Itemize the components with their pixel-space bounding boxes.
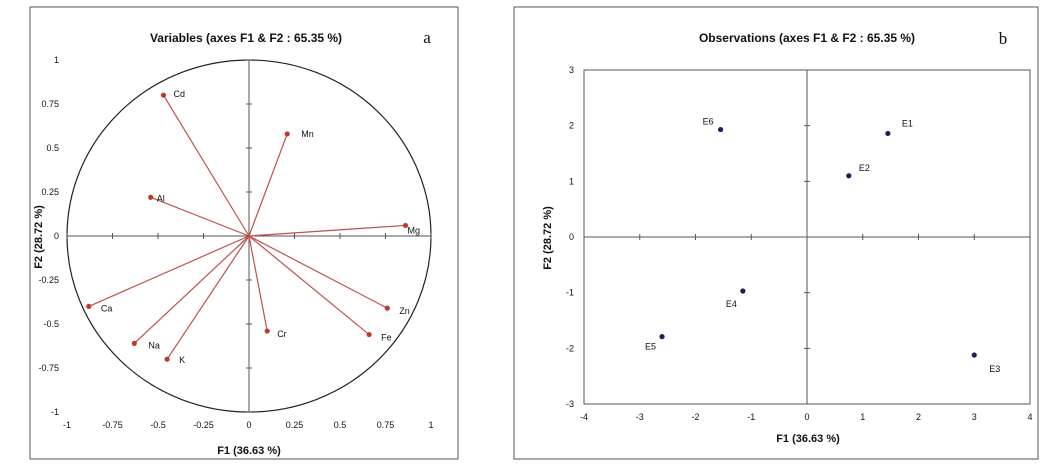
x-tick-label: 0.25 [286,420,304,430]
y-tick-label: -0.5 [43,319,59,329]
observations-chart: Observations (axes F1 & F2 : 65.35 %) b … [513,6,1039,460]
point-label-al: Al [157,193,165,203]
vector-k [166,235,250,360]
x-tick-label: 0.5 [334,420,347,430]
y-tick-label: -0.75 [38,363,59,373]
point-label-na: Na [148,340,160,350]
vector-zn [248,235,388,309]
panel-label: a [423,28,431,47]
y-tick-label: 3 [569,65,574,75]
x-tick-label: 3 [972,412,977,422]
point-label-e1: E1 [902,118,913,128]
y-tick-label: -1 [566,288,574,298]
y-tick-label: -3 [566,399,574,409]
point-label-zn: Zn [399,306,410,316]
x-tick-label: -1 [747,412,755,422]
point-label-fe: Fe [381,333,392,343]
point-e5 [659,334,665,340]
x-tick-label: 0 [804,412,809,422]
point-label-mg: Mg [408,225,421,235]
y-tick-label: 2 [569,121,574,131]
x-tick-label: -0.5 [150,420,166,430]
chart-title: Variables (axes F1 & F2 : 65.35 %) [150,31,342,45]
vector-mg [248,224,406,237]
y-axis-title: F2 (28.72 %) [33,205,45,269]
y-tick-label: -1 [51,407,59,417]
x-tick-label: 4 [1027,412,1032,422]
vector-ca [88,235,250,307]
point-zn [384,305,390,311]
point-ca [86,303,92,309]
point-e2 [846,173,852,179]
chart-title: Observations (axes F1 & F2 : 65.35 %) [699,31,915,45]
point-mn [284,131,290,137]
observations-chart-panel: Observations (axes F1 & F2 : 65.35 %) b … [512,0,1041,467]
point-e1 [885,130,891,137]
panel-label: b [999,29,1008,48]
vector-na [133,235,250,344]
x-tick-label: -0.25 [193,420,214,430]
point-label-mn: Mn [301,129,314,139]
vector-cd [162,94,250,237]
point-label-cd: Cd [173,89,185,99]
vector-cr [248,235,268,332]
point-label-e3: E3 [989,364,1000,374]
point-label-e5: E5 [645,342,656,352]
x-tick-label: 2 [916,412,921,422]
x-axis-title: F1 (36.63 %) [776,433,840,445]
y-tick-label: 0.5 [46,143,59,153]
y-tick-label: -0.25 [38,275,59,285]
point-mg [402,222,409,229]
x-tick-label: -3 [636,412,644,422]
variables-chart: Variables (axes F1 & F2 : 65.35 %) a F1 … [29,6,459,460]
point-label-e2: E2 [859,163,870,173]
y-axis-title: F2 (28.72 %) [542,206,554,270]
point-label-ca: Ca [101,303,113,313]
y-tick-label: 1 [54,55,59,65]
point-e6 [717,126,724,133]
y-tick-label: 0.25 [41,187,59,197]
point-cd [160,92,167,98]
point-e3 [971,352,977,358]
point-e4 [740,288,746,294]
chart-border [29,6,459,460]
y-tick-label: 0 [569,232,574,242]
chart-border [513,6,1039,460]
vector-mn [248,133,288,237]
point-label-k: K [179,355,185,365]
point-label-e4: E4 [726,299,737,309]
x-tick-label: 0.75 [377,420,395,430]
x-tick-label: -0.75 [102,420,123,430]
x-axis-title: F1 (36.63 %) [217,445,281,457]
point-na [131,340,137,346]
x-tick-label: -1 [63,420,71,430]
x-tick-label: 0 [246,420,251,430]
point-k [164,356,170,362]
y-tick-label: -2 [566,343,574,353]
point-label-cr: Cr [277,329,287,339]
y-tick-label: 0 [54,231,59,241]
y-tick-label: 0.75 [41,99,59,109]
x-tick-label: -4 [580,412,588,422]
vector-fe [248,235,370,336]
point-label-e6: E6 [703,117,714,127]
plot-area: -1 -0.75 -0.5 -0.25 0 0.25 0.5 0.75 1 -1 -0.75 -0.5… [38,55,433,430]
point-fe [366,331,372,338]
x-tick-label: -2 [691,412,699,422]
x-tick-label: 1 [428,420,433,430]
point-al [148,194,154,200]
plot-area: -4 -3 -2 -1 0 1 2 3 4 -3 -2 -1 0 1 2 3 E6 E1 E2 E4 E5 E3 [566,65,1033,422]
point-cr [264,328,270,334]
y-tick-label: 1 [569,176,574,186]
variables-chart-panel: Variables (axes F1 & F2 : 65.35 %) a F1 … [0,0,460,467]
vector-al [150,196,250,237]
x-tick-label: 1 [860,412,865,422]
